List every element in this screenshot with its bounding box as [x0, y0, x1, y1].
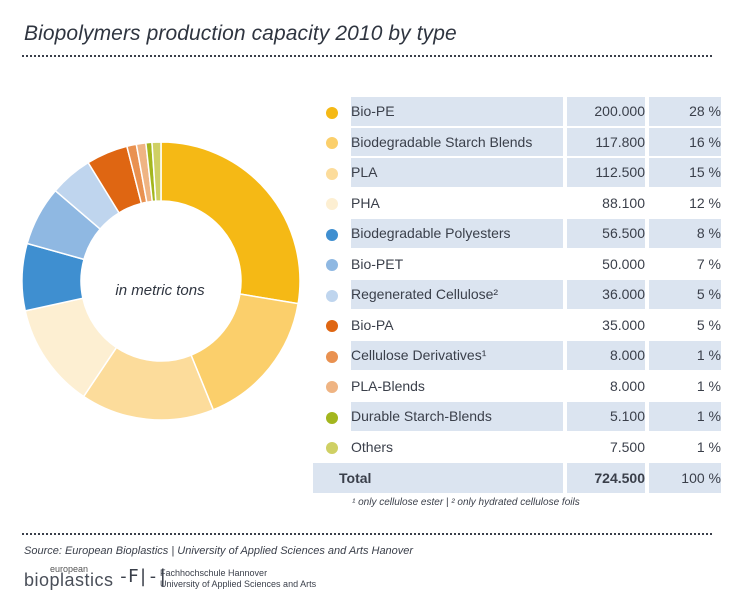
legend-value: 5.100 — [567, 402, 645, 431]
legend-label: PLA — [351, 158, 563, 187]
legend-percent: 1 % — [696, 438, 721, 455]
legend-swatch — [326, 106, 338, 119]
legend-label: Durable Starch-Blends — [351, 402, 563, 431]
fh-line-2: University of Applied Sciences and Arts — [160, 579, 317, 589]
legend-label: Biodegradable Polyesters — [351, 219, 563, 248]
legend-percent: 1 % — [649, 341, 721, 370]
legend-value: 36.000 — [567, 280, 645, 309]
legend-swatch — [326, 228, 338, 241]
legend-value: 50.000 — [602, 255, 645, 272]
fh-hannover-logo-mark: -F|-| — [118, 566, 168, 587]
legend-label: PLA-Blends — [351, 377, 425, 394]
legend-swatch — [326, 320, 338, 333]
legend-percent: 1 % — [696, 377, 721, 394]
legend-row: Bio-PET 50.000 7 % — [313, 249, 721, 278]
legend-percent: 5 % — [696, 316, 721, 333]
total-label: Total — [313, 463, 563, 493]
legend-swatch — [326, 137, 338, 150]
legend-swatch — [326, 381, 338, 394]
total-value: 724.500 — [567, 463, 645, 493]
legend-percent: 16 % — [649, 127, 721, 156]
legend-value: 8.000 — [567, 341, 645, 370]
legend-percent: 15 % — [649, 158, 721, 187]
donut-slice — [190, 293, 300, 411]
legend-swatch — [326, 289, 338, 302]
legend-row: Biodegradable Polyesters 56.500 8 % — [313, 219, 721, 248]
source-text: Source: European Bioplastics | Universit… — [24, 545, 414, 557]
logo-eb-small: european — [50, 564, 89, 574]
legend-label: Others — [351, 438, 394, 455]
donut-chart — [21, 141, 301, 421]
fh-hannover-logo-text: Fachhochschule Hannover University of Ap… — [160, 568, 316, 590]
legend-value: 7.500 — [609, 438, 645, 455]
footnote: ¹ only cellulose ester | ² only hydrated… — [352, 497, 580, 508]
legend-percent: 12 % — [689, 194, 721, 211]
legend-value: 200.000 — [567, 97, 645, 126]
legend-percent: 1 % — [649, 402, 721, 431]
legend-row: PLA 112.500 15 % — [313, 158, 721, 187]
legend-percent: 8 % — [649, 219, 721, 248]
footer-divider — [22, 533, 712, 535]
fh-line-1: Fachhochschule Hannover — [160, 568, 268, 578]
title-divider — [22, 55, 712, 57]
total-row: Total 724.500 100 % — [313, 463, 721, 493]
legend-value: 8.000 — [609, 377, 645, 394]
total-percent: 100 % — [649, 463, 721, 493]
legend-label: Regenerated Cellulose² — [351, 280, 563, 309]
legend-row: Bio-PE 200.000 28 % — [313, 97, 721, 126]
legend-swatch — [326, 259, 338, 272]
legend-value: 112.500 — [567, 158, 645, 187]
legend-row: Bio-PA 35.000 5 % — [313, 310, 721, 339]
legend-swatch — [326, 350, 338, 363]
legend-swatch — [326, 442, 338, 455]
legend-label: Bio-PA — [351, 316, 394, 333]
legend-row: Cellulose Derivatives¹ 8.000 1 % — [313, 341, 721, 370]
legend-row: Others 7.500 1 % — [313, 432, 721, 461]
legend-value: 35.000 — [602, 316, 645, 333]
legend-percent: 28 % — [649, 97, 721, 126]
european-bioplastics-logo: european bioplastics — [24, 564, 114, 590]
logo-eb-big: bioplastics — [24, 570, 114, 590]
legend-label: Bio-PET — [351, 255, 404, 272]
legend-percent: 7 % — [696, 255, 721, 272]
legend-row: Biodegradable Starch Blends 117.800 16 % — [313, 127, 721, 156]
legend-value: 117.800 — [567, 127, 645, 156]
donut-center-label: in metric tons — [115, 282, 205, 299]
legend-value: 56.500 — [567, 219, 645, 248]
donut-slice — [151, 141, 162, 202]
legend-row: PLA-Blends 8.000 1 % — [313, 371, 721, 400]
legend-row: PHA 88.100 12 % — [313, 188, 721, 217]
legend-value: 88.100 — [602, 194, 645, 211]
legend-label: Biodegradable Starch Blends — [351, 127, 563, 156]
donut-slice — [160, 141, 301, 305]
legend-row: Regenerated Cellulose² 36.000 5 % — [313, 280, 721, 309]
legend-label: Bio-PE — [351, 97, 563, 126]
legend-swatch — [326, 411, 338, 424]
legend-label: Cellulose Derivatives¹ — [351, 341, 563, 370]
legend-table: Bio-PE 200.000 28 % Biodegradable Starch Bl… — [313, 95, 721, 495]
legend-label: PHA — [351, 194, 380, 211]
legend-row: Durable Starch-Blends 5.100 1 % — [313, 402, 721, 431]
legend-percent: 5 % — [649, 280, 721, 309]
legend-swatch — [326, 198, 338, 211]
chart-title: Biopolymers production capacity 2010 by … — [24, 22, 457, 45]
legend-swatch — [326, 167, 338, 180]
